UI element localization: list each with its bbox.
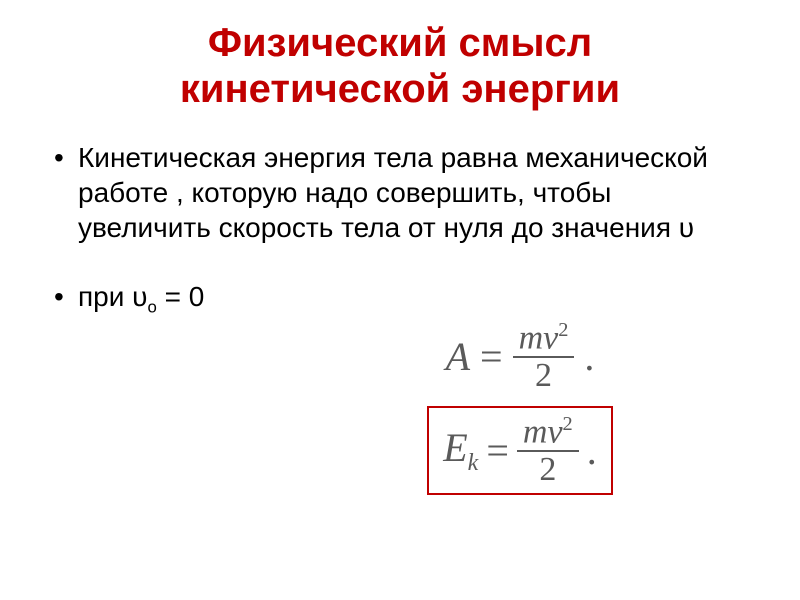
formula-work: A = mv2 2 . — [360, 320, 680, 394]
energy-lhs: Ek — [443, 424, 478, 477]
work-denominator: 2 — [529, 358, 558, 394]
bullet-2: при υо = 0 — [78, 279, 750, 319]
energy-fraction: mv2 2 — [517, 414, 579, 488]
energy-denominator: 2 — [533, 452, 562, 488]
bullet-2-symbol: υ — [132, 281, 147, 312]
title-line-1: Физический смысл — [208, 21, 592, 65]
energy-dot: . — [587, 427, 597, 474]
formula-energy-box: Ek = mv2 2 . — [427, 406, 613, 496]
bullet-1: Кинетическая энергия тела равна механиче… — [78, 140, 750, 245]
bullet-2-rest: = 0 — [157, 281, 204, 312]
energy-k: k — [468, 450, 479, 476]
title-line-2: кинетической энергии — [180, 67, 620, 111]
energy-num-exp: 2 — [563, 413, 573, 435]
bullet-2-prefix: при — [78, 281, 132, 312]
formula-block: A = mv2 2 . Ek = mv2 2 . — [360, 320, 680, 495]
energy-num-m: m — [523, 413, 548, 450]
energy-numerator: mv2 — [517, 414, 579, 452]
slide-title: Физический смысл кинетической энергии — [50, 20, 750, 112]
slide: Физический смысл кинетической энергии Ки… — [0, 0, 800, 600]
work-lhs: A — [446, 333, 470, 380]
work-numerator: mv2 — [513, 320, 575, 358]
bullet-2-subscript: о — [147, 298, 156, 317]
work-num-v: v — [543, 319, 558, 356]
work-dot: . — [584, 333, 594, 380]
work-num-exp: 2 — [558, 319, 568, 341]
energy-eq: = — [486, 427, 509, 474]
energy-E: E — [443, 425, 467, 470]
work-num-m: m — [519, 319, 544, 356]
bullet-1-text: Кинетическая энергия тела равна механиче… — [78, 142, 708, 243]
spacer — [78, 253, 750, 279]
energy-num-v: v — [547, 413, 562, 450]
work-eq: = — [480, 333, 503, 380]
work-fraction: mv2 2 — [513, 320, 575, 394]
body-text: Кинетическая энергия тела равна механиче… — [50, 140, 750, 319]
